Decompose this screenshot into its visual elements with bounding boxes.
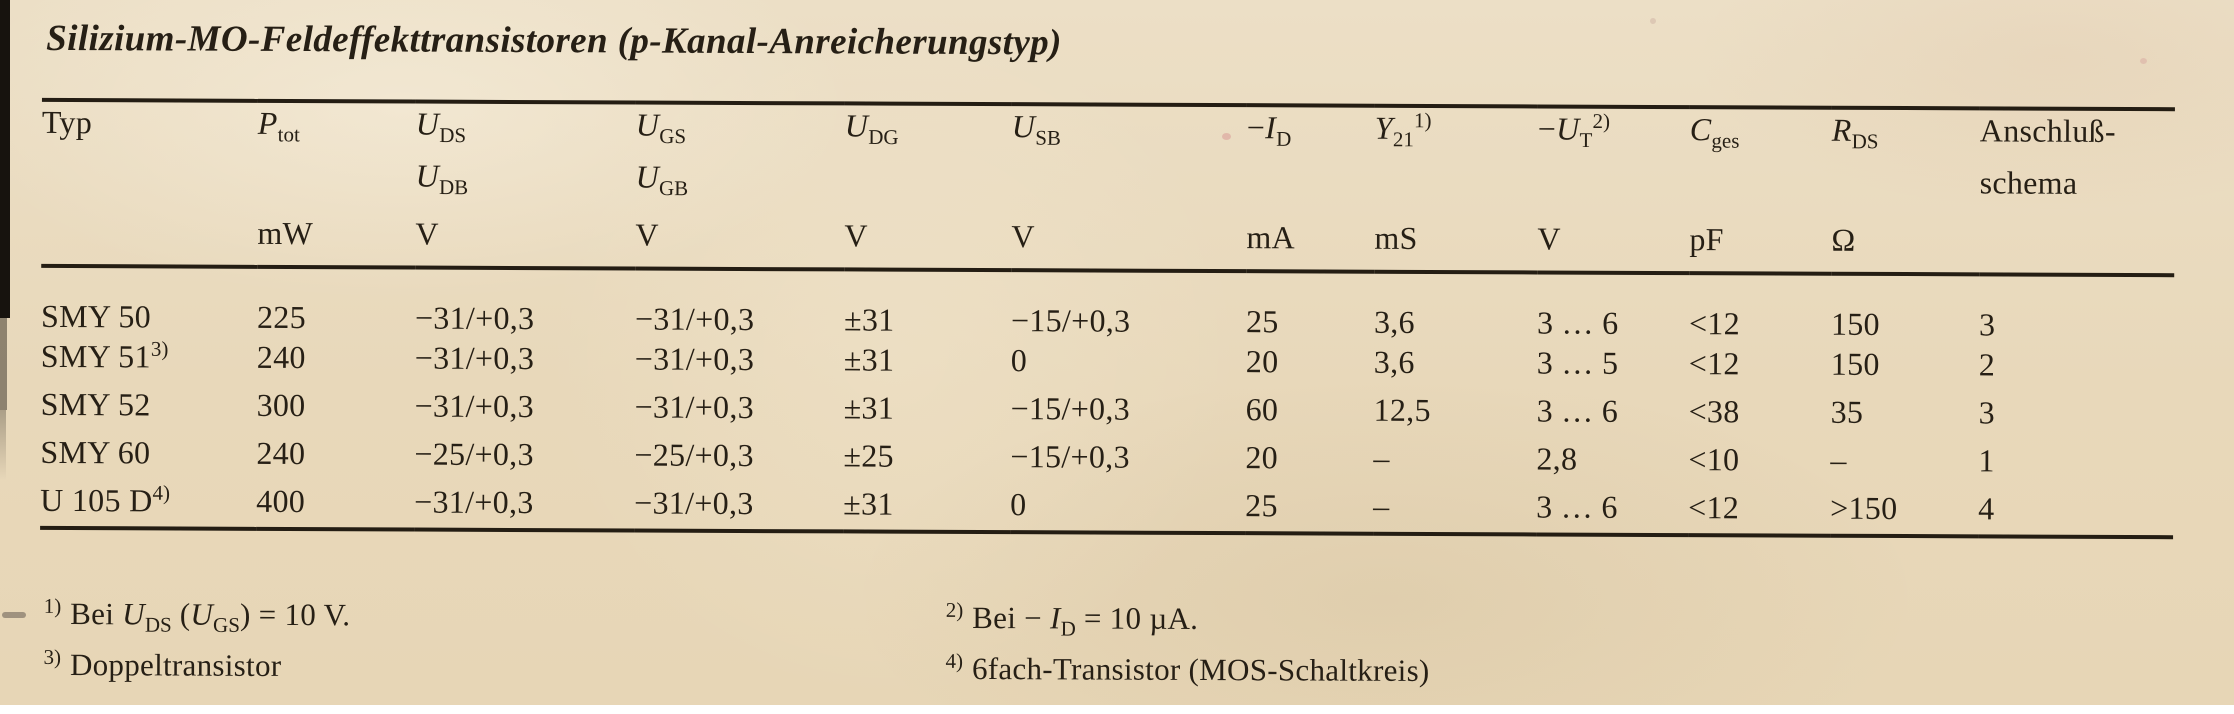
cell-ut: 3 … 6 [1536, 392, 1619, 429]
table-body: SMY 50 225 −31/+0,3 −31/+0,3 ±31 −15/+0,… [40, 266, 2174, 538]
cell-cges: <38 [1688, 393, 1740, 430]
scan-edge-artifact [0, 410, 6, 480]
cell-typ: U 105 D4) [40, 479, 257, 529]
cell-ut: 3 … 6 [1536, 486, 1689, 536]
cell-schema: 3 [1978, 394, 1996, 431]
cell-typ: SMY 60 [40, 433, 151, 471]
cell-cges: <12 [1688, 305, 1741, 342]
paper-speck [1222, 133, 1231, 140]
col-header-id: −ID mA [1246, 105, 1375, 272]
cell-uds: −31/+0,3 [414, 339, 535, 377]
cell-y21: 12,5 [1373, 391, 1431, 428]
cell-usb: −15/+0,3 [1010, 302, 1131, 339]
cell-cges: <12 [1688, 487, 1831, 536]
cell-id: 60 [1245, 391, 1279, 428]
cell-ptot: 240 [256, 434, 306, 472]
col-header-cges: Cges pF [1689, 107, 1832, 274]
cell-uds: −31/+0,3 [414, 387, 535, 425]
cell-rds: – [1830, 441, 1847, 478]
cell-usb: 0 [1010, 342, 1028, 379]
cell-cges: <10 [1688, 441, 1740, 478]
scan-edge-artifact [0, 0, 10, 318]
cell-y21: – [1373, 439, 1390, 476]
table-row-smy50: SMY 50 225 −31/+0,3 −31/+0,3 ±31 −15/+0,… [41, 266, 2174, 345]
cell-id: 25 [1245, 485, 1374, 534]
cell-schema: 2 [1978, 346, 1996, 383]
cell-usb: −15/+0,3 [1010, 390, 1131, 427]
cell-uds: −31/+0,3 [414, 481, 635, 531]
cell-udg: ±31 [843, 341, 895, 378]
cell-ut: 2,8 [1536, 440, 1578, 477]
cell-cges: <12 [1688, 345, 1740, 382]
scan-edge-artifact [0, 318, 7, 410]
cell-ptot: 240 [256, 338, 306, 376]
cell-ugs: −31/+0,3 [634, 388, 755, 426]
footnote-2: 2) Bei − ID = 10 µA. [945, 597, 1199, 641]
transistor-spec-table: Typ Ptot mW UDS UDB V U [40, 98, 2175, 539]
col-header-anschlussschema: Anschluß- schema [1979, 108, 2175, 276]
cell-rds: >150 [1830, 487, 1979, 537]
cell-udg: ±31 [843, 483, 1011, 533]
col-header-rds: RDS Ω [1831, 107, 1980, 275]
cell-ptot: 225 [256, 298, 306, 336]
cell-rds: 35 [1830, 393, 1864, 430]
paper-speck [2140, 58, 2147, 64]
cell-y21: 3,6 [1373, 343, 1415, 380]
cell-typ: SMY 50 [40, 297, 152, 335]
cell-usb: −15/+0,3 [1010, 438, 1130, 475]
cell-schema: 3 [1978, 306, 1996, 343]
cell-y21: – [1373, 485, 1537, 535]
cell-id: 20 [1245, 343, 1279, 380]
page-title: Silizium-MO-Feldeffekttransistoren (p-Ka… [46, 17, 1062, 64]
cell-typ: SMY 52 [40, 385, 151, 423]
cell-udg: ±31 [843, 389, 895, 426]
cell-uds: −31/+0,3 [414, 299, 535, 337]
cell-ut: 3 … 6 [1536, 304, 1619, 341]
cell-ptot: 400 [256, 480, 415, 530]
cell-rds: 150 [1830, 305, 1880, 342]
cell-ugs: −31/+0,3 [634, 340, 755, 378]
col-header-typ: Typ [41, 99, 258, 267]
cell-rds: 150 [1830, 345, 1880, 382]
cell-udg: ±25 [843, 437, 894, 474]
cell-id: 25 [1245, 303, 1279, 340]
cell-y21: 3,6 [1373, 303, 1415, 340]
col-header-ptot: Ptot mW [257, 100, 416, 268]
footnotes: 1) Bei UDS (UGS) = 10 V. 2) Bei − ID = 10 … [43, 594, 2123, 694]
col-header-uds-udb: UDS UDB V [415, 101, 636, 269]
paper-speck [1650, 18, 1656, 24]
cell-ugs: −25/+0,3 [634, 436, 754, 474]
col-header-ugs-ugb: UGS UGB V [635, 102, 845, 270]
cell-typ: SMY 513) [40, 336, 169, 375]
footnote-3: 3) Doppeltransistor [43, 644, 282, 684]
cell-schema: 4 [1978, 488, 2174, 538]
cell-id: 20 [1245, 439, 1279, 476]
cell-uds: −25/+0,3 [414, 435, 534, 473]
col-header-usb: USB V [1011, 104, 1247, 272]
col-header-ut: −UT2) V [1537, 106, 1690, 274]
col-header-udg: UDG V [844, 103, 1012, 271]
cell-udg: ±31 [843, 301, 895, 338]
table-header: Typ Ptot mW UDS UDB V U [41, 99, 2175, 276]
scan-smudge [2, 612, 26, 618]
cell-ut: 3 … 5 [1536, 344, 1619, 381]
footnote-1: 1) Bei UDS (UGS) = 10 V. [43, 593, 351, 637]
cell-schema: 1 [1978, 442, 1995, 479]
cell-usb: 0 [1010, 484, 1246, 534]
col-header-y21: Y211) mS [1374, 105, 1538, 273]
cell-ptot: 300 [256, 386, 306, 424]
footnote-4: 4) 6fach-Transistor (MOS-Schaltkreis) [945, 648, 1430, 689]
cell-ugs: −31/+0,3 [634, 482, 844, 532]
table-row-u105d: U 105 D4) 400 −31/+0,3 −31/+0,3 ±31 0 25… [40, 479, 2174, 538]
cell-ugs: −31/+0,3 [634, 300, 755, 338]
